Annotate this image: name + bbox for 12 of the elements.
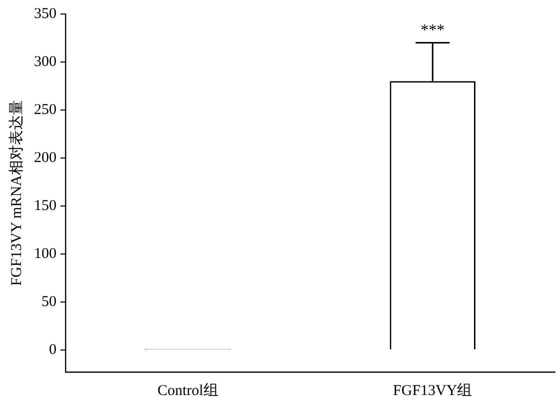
y-tick-label: 50	[42, 294, 56, 310]
x-tick-label: FGF13VY组	[393, 382, 472, 399]
y-tick-label: 200	[34, 150, 56, 166]
annotation: ***	[420, 22, 445, 39]
y-tick-label: 0	[49, 342, 56, 358]
y-axis-title: FGF13VY mRNA相对表达量	[8, 100, 25, 286]
y-tick-label: 300	[34, 54, 56, 70]
x-tick-label: Control组	[157, 382, 218, 399]
y-tick-label: 250	[34, 102, 56, 118]
y-tick-label: 100	[34, 246, 56, 262]
y-tick-label: 350	[34, 6, 56, 22]
y-tick-label: 150	[34, 198, 56, 214]
